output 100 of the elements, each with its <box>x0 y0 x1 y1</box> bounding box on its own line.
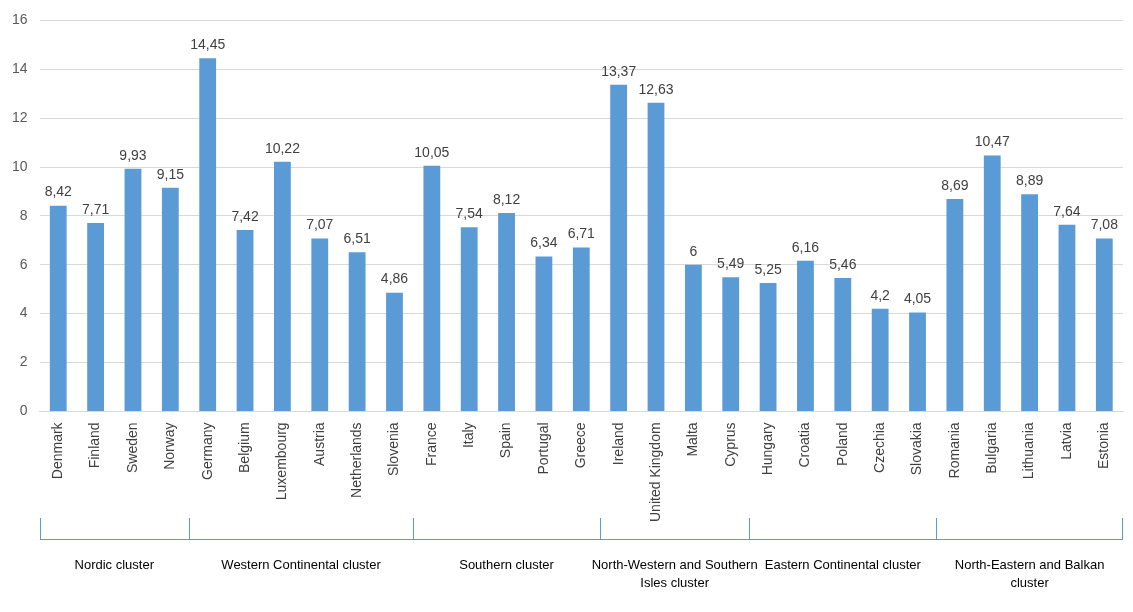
data-label: 10,05 <box>414 143 450 160</box>
bar <box>423 165 441 411</box>
data-label: 6,51 <box>343 230 371 247</box>
bar <box>722 277 740 411</box>
data-label: 8,89 <box>1015 172 1044 188</box>
data-label: 14,45 <box>190 36 226 53</box>
x-tick-label: Greece <box>572 422 589 469</box>
x-tick-label: Ireland <box>609 422 626 466</box>
x-tick-label: Lithuania <box>1020 422 1037 480</box>
text: North-Western and Southern Isles cluster <box>590 556 759 592</box>
y-tick-label: 12 <box>11 109 28 126</box>
data-label: 6,16 <box>791 238 820 255</box>
x-tick-label: United Kingdom <box>646 422 663 523</box>
x-tick-label: Netherlands <box>347 422 364 498</box>
x-tick-label: Slovenia <box>385 422 402 477</box>
bar <box>834 277 852 411</box>
bar <box>610 84 628 411</box>
y-tick-label: 10 <box>11 157 28 174</box>
data-label: 7,71 <box>81 200 110 217</box>
bar <box>311 238 329 411</box>
data-label: 7,64 <box>1053 202 1081 219</box>
x-tick-label: Finland <box>86 422 103 469</box>
y-tick-label: 2 <box>19 353 28 370</box>
data-label: 10,47 <box>974 133 1010 150</box>
x-tick-label: Croatia <box>796 422 813 468</box>
data-label: 5,49 <box>717 255 745 272</box>
x-tick-label: Poland <box>833 422 850 466</box>
bar <box>909 312 926 411</box>
y-tick-label: 0 <box>19 402 28 419</box>
bar <box>1021 194 1039 411</box>
data-label: 13,37 <box>601 62 637 79</box>
x-tick-label: Romania <box>945 422 962 479</box>
x-tick-label: Latvia <box>1057 422 1074 460</box>
bar <box>684 264 702 411</box>
data-label: 9,93 <box>119 146 147 163</box>
x-tick-label: Estonia <box>1095 422 1112 470</box>
data-label: 6,34 <box>530 234 558 251</box>
data-label: 5,25 <box>754 260 782 277</box>
bar <box>460 227 478 411</box>
data-label: 4,2 <box>870 286 891 303</box>
x-tick-label: Austria <box>310 422 327 466</box>
x-tick-label: Slovakia <box>908 422 925 476</box>
data-label: 12,63 <box>638 80 674 97</box>
bar <box>199 58 217 411</box>
text: Eastern Continental cluster <box>763 556 922 574</box>
bar <box>498 212 515 411</box>
x-tick-label: Norway <box>161 422 178 470</box>
y-tick-label: 14 <box>11 60 28 77</box>
bar <box>983 155 1001 411</box>
text: Nordic cluster <box>73 556 155 574</box>
bar <box>161 187 179 411</box>
data-label: 7,54 <box>455 204 484 221</box>
x-tick-label: Germany <box>198 422 215 480</box>
bar <box>1058 224 1076 411</box>
data-label: 7,07 <box>306 216 334 233</box>
x-tick-label: Malta <box>684 422 701 457</box>
x-tick-label: Portugal <box>534 422 551 475</box>
x-tick-label: Cyprus <box>721 422 738 467</box>
data-label: 6 <box>689 242 698 259</box>
data-label: 10,22 <box>264 139 301 156</box>
y-tick-label: 4 <box>19 304 28 321</box>
bar <box>797 260 814 411</box>
data-label: 8,12 <box>492 190 521 207</box>
bar <box>1095 238 1113 411</box>
bar <box>348 252 366 411</box>
x-tick-label: Bulgaria <box>983 422 1000 474</box>
x-tick-label: France <box>422 422 439 466</box>
y-tick-label: 16 <box>11 11 28 28</box>
data-label: 6,71 <box>567 225 596 242</box>
bar <box>871 308 889 411</box>
data-label: 7,42 <box>231 207 259 224</box>
text: North-Eastern and Balkan cluster <box>953 556 1106 592</box>
text: Western Continental cluster <box>220 556 382 574</box>
bar <box>386 292 403 411</box>
bar <box>49 205 67 411</box>
bar <box>946 199 964 411</box>
data-label: 7,08 <box>1090 216 1119 233</box>
data-label: 5,46 <box>829 255 857 272</box>
bar <box>759 283 777 411</box>
x-tick-label: Italy <box>460 422 477 449</box>
bar <box>274 161 291 411</box>
x-tick-label: Czechia <box>871 422 888 473</box>
bar <box>572 247 590 411</box>
x-tick-label: Denmark <box>49 421 66 480</box>
bar <box>87 222 105 411</box>
x-tick-label: Sweden <box>123 422 140 473</box>
x-tick-label: Spain <box>497 422 514 459</box>
bar <box>535 256 553 411</box>
data-label: 4,86 <box>380 270 409 287</box>
data-label: 9,15 <box>156 165 185 182</box>
text: Southern cluster <box>458 556 555 574</box>
x-tick-label: Belgium <box>235 422 252 473</box>
bar <box>124 168 142 411</box>
data-label: 8,42 <box>44 183 73 200</box>
bar <box>647 102 665 411</box>
y-tick-label: 8 <box>19 206 28 223</box>
bar <box>236 230 254 411</box>
data-label: 8,69 <box>941 176 969 193</box>
x-tick-label: Hungary <box>758 422 775 476</box>
data-label: 4,05 <box>903 290 932 307</box>
